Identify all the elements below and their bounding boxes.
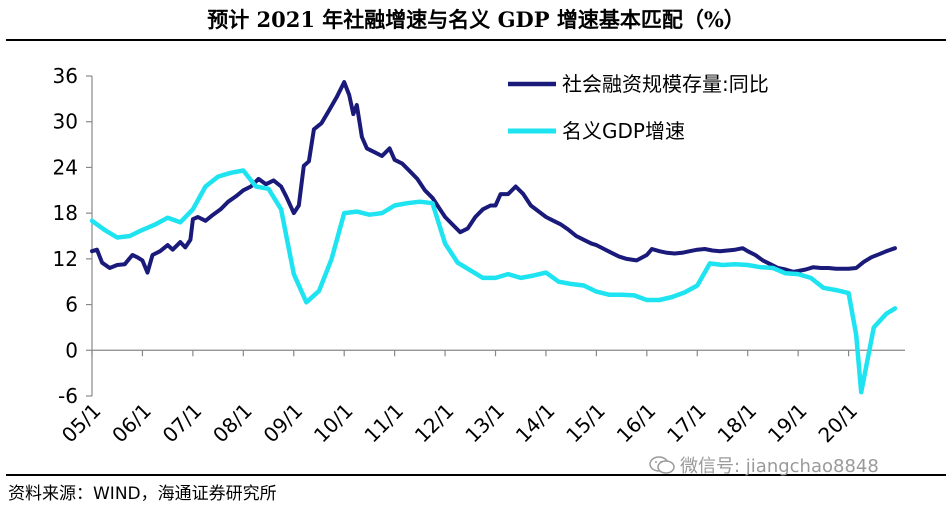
y-tick-label: 6: [65, 293, 78, 317]
source-note: 资料来源：WIND，海通证券研究所: [8, 484, 277, 504]
footer-divider: [6, 474, 946, 476]
watermark-text: 微信号: jiangchao8848: [680, 456, 879, 477]
series-lines: [89, 80, 898, 395]
x-tick-label: 15/1: [561, 399, 610, 448]
y-tick-label: 24: [53, 155, 78, 179]
legend-label-1: 社会融资规模存量:同比: [562, 72, 769, 96]
wechat-icon: [649, 456, 675, 474]
x-tick-label: 11/1: [359, 399, 408, 448]
y-tick-label: 30: [53, 110, 78, 134]
watermark: 微信号: jiangchao8848: [648, 452, 879, 478]
y-axis-ticks: 36 30 24 18 12 6 0 -6: [53, 64, 92, 408]
title-divider: [6, 39, 946, 41]
chart-title: 预计 2021 年社融增速与名义 GDP 增速基本匹配（%）: [207, 7, 745, 32]
x-tick-label: 19/1: [763, 399, 812, 448]
x-tick-label: 18/1: [713, 399, 762, 448]
x-tick-label: 16/1: [612, 399, 661, 448]
y-tick-label: 12: [53, 247, 78, 271]
x-tick-label: 13/1: [460, 399, 509, 448]
series-line-2: [89, 168, 898, 395]
y-tick-label: 18: [53, 201, 78, 225]
x-tick-label: 14/1: [511, 399, 560, 448]
y-tick-label: -6: [58, 384, 78, 408]
y-tick-label: 0: [65, 338, 78, 362]
series-line-1: [90, 80, 897, 275]
y-tick-label: 36: [53, 64, 78, 88]
legend-label-2: 名义GDP增速: [562, 119, 685, 143]
x-tick-label: 10/1: [309, 399, 358, 448]
x-tick-label: 20/1: [813, 399, 862, 448]
x-tick-label: 17/1: [662, 399, 711, 448]
x-tick-label: 06/1: [107, 399, 156, 448]
x-tick-label: 12/1: [410, 399, 459, 448]
x-tick-label: 09/1: [259, 399, 308, 448]
chart-axes: [91, 76, 905, 396]
x-axis-ticks: 05/1 06/1 07/1 08/1 09/1 10/1 11/1 12/1 13/1 14/1…: [57, 350, 862, 447]
x-tick-label: 08/1: [208, 399, 257, 448]
x-tick-label: 07/1: [158, 399, 207, 448]
